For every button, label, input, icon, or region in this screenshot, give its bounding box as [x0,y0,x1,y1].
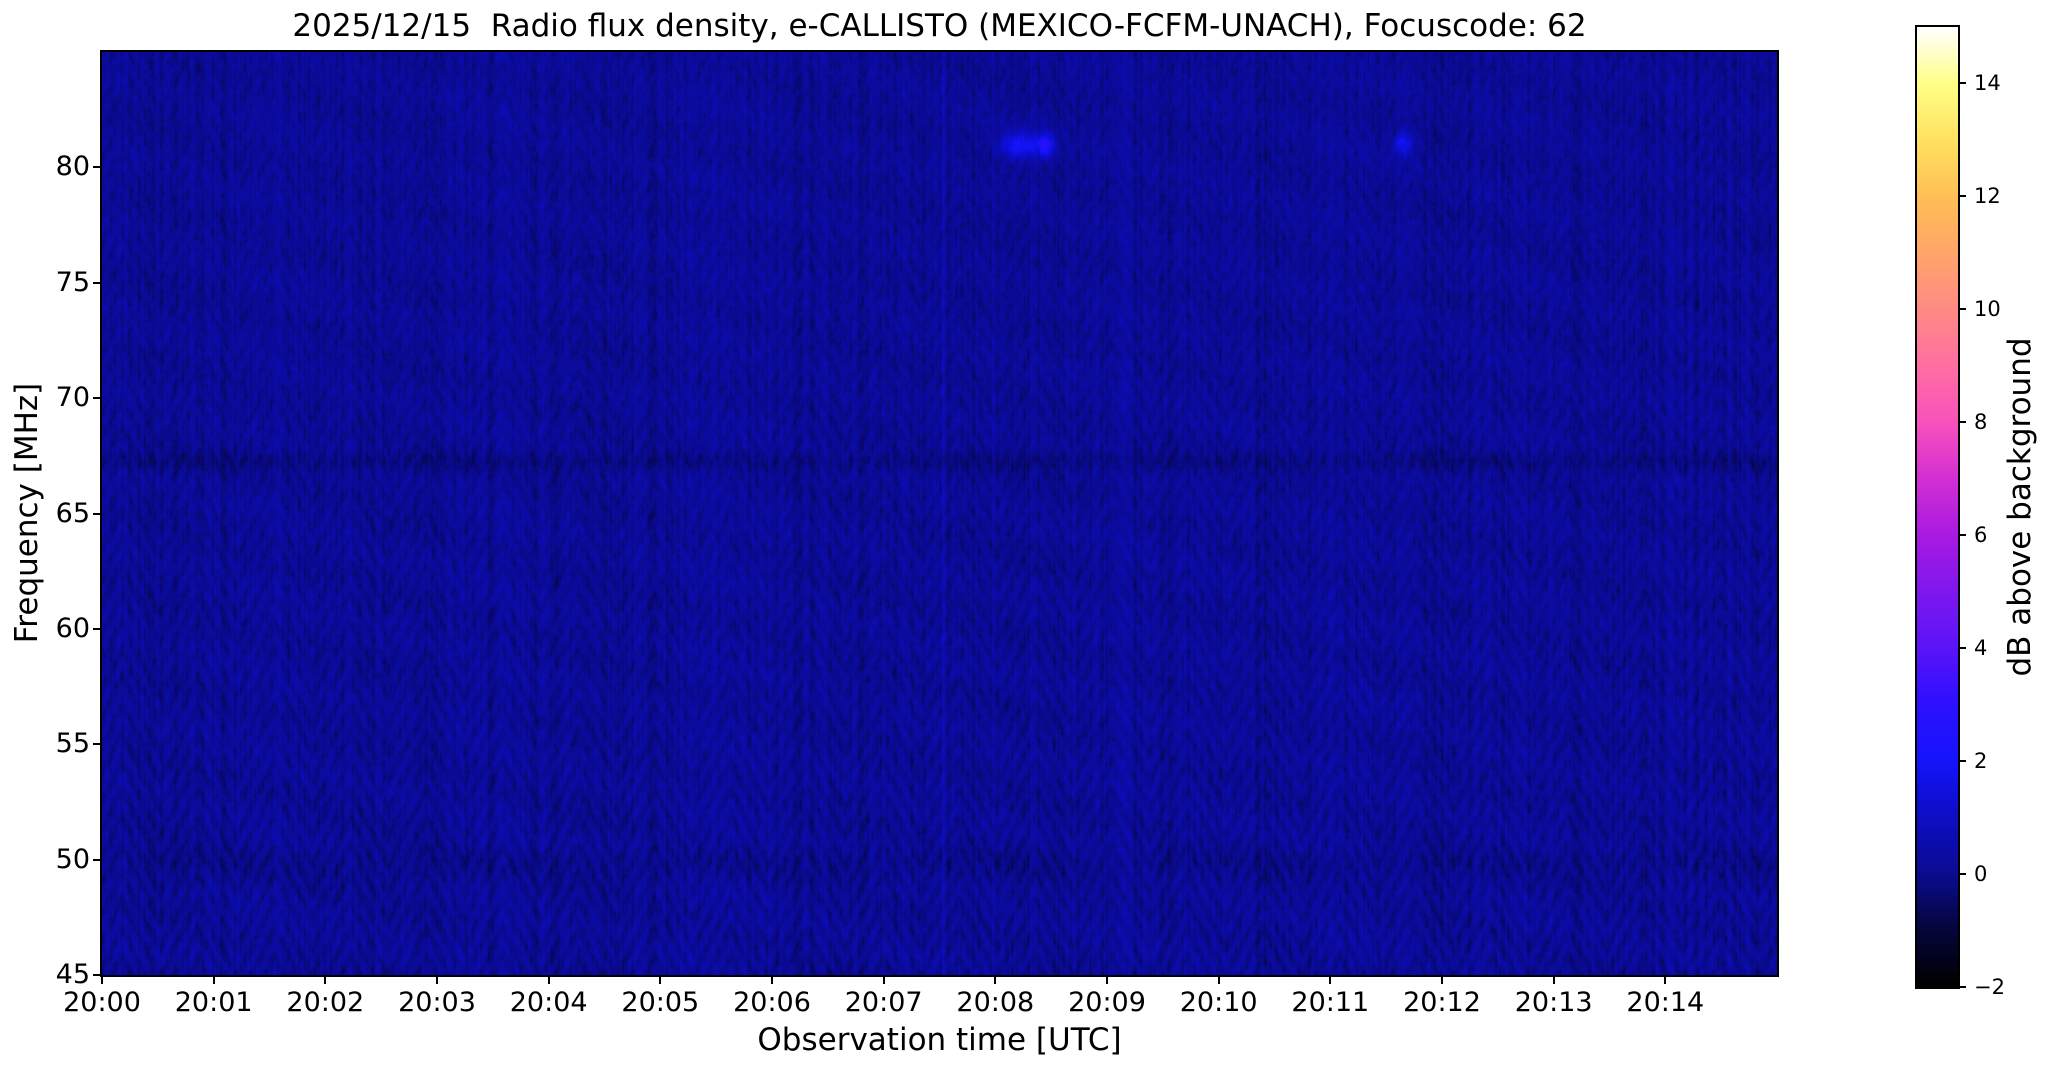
y-tick-mark [93,397,102,400]
x-tick-mark [1106,975,1108,984]
x-tick-mark [1329,975,1332,984]
colorbar-tick-mark [1958,195,1966,198]
y-tick-label: 80 [55,151,90,183]
colorbar-tick-mark [1958,421,1966,424]
x-tick-mark [1664,975,1667,984]
colorbar-tick-label: 0 [1974,862,1988,887]
x-tick-label: 20:00 [63,987,141,1018]
colorbar-tick-mark [1958,308,1966,311]
colorbar-tick-label: 10 [1974,297,2001,322]
colorbar-gradient [1917,27,1958,987]
x-tick-label: 20:05 [621,987,700,1018]
x-tick-label: 20:08 [956,987,1035,1018]
x-tick-mark [324,975,327,984]
x-tick-mark [1217,975,1220,984]
y-tick-mark [93,974,102,976]
x-tick-mark [771,975,773,984]
y-tick-label: 50 [55,843,90,875]
x-tick-mark [1441,975,1443,984]
colorbar-tick-mark [1958,82,1966,85]
x-tick-label: 20:14 [1626,987,1705,1018]
x-tick-mark [659,975,662,984]
x-tick-label: 20:13 [1514,987,1593,1018]
y-tick-mark [93,627,102,630]
colorbar-tick-mark [1958,873,1966,876]
colorbar-tick-mark [1958,647,1966,650]
x-tick-label: 20:11 [1291,987,1370,1018]
chart-title: 2025/12/15 Radio flux density, e-CALLIST… [292,8,1587,44]
x-tick-mark [212,975,215,984]
x-tick-mark [994,975,997,984]
y-tick-mark [93,166,102,169]
spectrogram-heatmap [102,52,1777,975]
y-tick-label: 75 [55,266,90,298]
y-tick-label: 55 [55,728,90,760]
y-tick-label: 45 [55,959,90,990]
plot-area [100,50,1779,977]
x-tick-label: 20:10 [1179,987,1258,1018]
colorbar-tick-mark [1958,534,1966,537]
colorbar-tick-mark [1958,986,1966,988]
x-tick-mark [547,975,550,984]
colorbar-tick-label: 6 [1974,523,1988,548]
x-tick-label: 20:03 [398,987,476,1018]
x-axis-label: Observation time [UTC] [757,1022,1122,1058]
x-tick-label: 20:06 [733,987,811,1018]
x-tick-mark [1552,975,1555,984]
x-tick-mark [101,975,103,984]
colorbar-tick-mark [1958,760,1966,763]
x-tick-label: 20:09 [1068,987,1146,1018]
colorbar-label: dB above background [2002,337,2038,677]
x-tick-label: 20:02 [286,987,365,1018]
y-tick-label: 65 [55,497,90,529]
colorbar-tick-label: 12 [1974,184,2001,209]
colorbar-tick-label: 8 [1974,410,1988,435]
y-tick-label: 70 [55,382,90,414]
colorbar-tick-label: 2 [1974,749,1988,774]
y-tick-mark [93,512,102,515]
colorbar-tick-label: −2 [1974,975,2005,999]
y-tick-mark [93,858,102,861]
x-tick-mark [882,975,885,984]
y-tick-mark [93,743,102,746]
x-tick-label: 20:01 [174,987,253,1018]
colorbar [1915,25,1960,989]
colorbar-tick-label: 14 [1974,71,2001,96]
x-tick-label: 20:04 [509,987,588,1018]
colorbar-tick-label: 4 [1974,636,1988,661]
y-tick-mark [93,281,102,284]
x-tick-label: 20:07 [844,987,923,1018]
x-tick-mark [436,975,438,984]
y-tick-label: 60 [55,612,90,644]
x-tick-label: 20:12 [1403,987,1481,1018]
